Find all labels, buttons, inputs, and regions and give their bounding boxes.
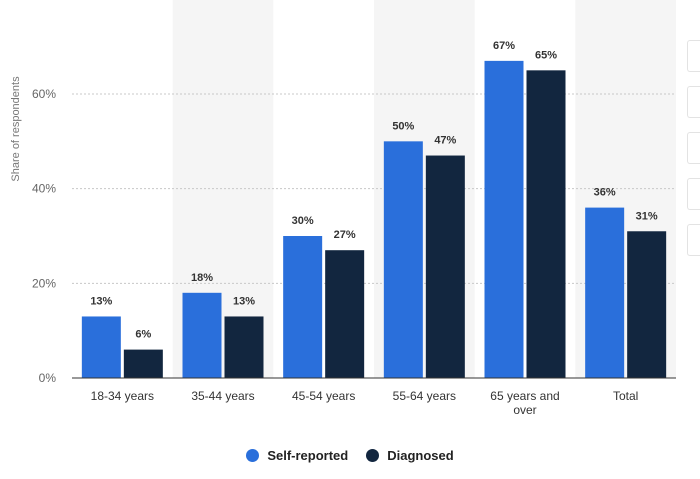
legend-item-diagnosed[interactable]: Diagnosed <box>366 448 454 463</box>
legend-marker-self-reported <box>246 449 260 462</box>
y-tick-label: 0% <box>39 371 57 385</box>
data-label: 13% <box>233 295 255 307</box>
x-category-label: 65 years and <box>490 389 559 403</box>
data-label: 30% <box>292 215 314 227</box>
side-toolbar-tab-2[interactable] <box>687 86 700 118</box>
y-axis-ticks: 0% 20% 40% 60% <box>32 87 56 385</box>
legend: Self-reported Diagnosed <box>0 448 700 463</box>
data-label: 50% <box>392 120 414 132</box>
bar-self-reported[interactable] <box>182 292 222 378</box>
data-label: 36% <box>594 187 616 199</box>
data-label: 18% <box>191 272 213 284</box>
legend-label-self-reported: Self-reported <box>267 448 349 463</box>
data-label: 31% <box>636 210 658 222</box>
data-label: 47% <box>434 135 456 147</box>
x-category-label: 55-64 years <box>393 389 456 403</box>
side-toolbar-tab-4[interactable] <box>687 178 700 210</box>
bar-diagnosed[interactable] <box>627 231 667 378</box>
side-toolbar-tab-1[interactable] <box>687 40 700 72</box>
y-tick-label: 60% <box>32 87 56 101</box>
bar-diagnosed[interactable] <box>325 250 365 378</box>
legend-marker-diagnosed <box>366 449 380 462</box>
bar-self-reported[interactable] <box>283 236 323 378</box>
x-category-label: over <box>513 403 536 417</box>
legend-label-diagnosed: Diagnosed <box>387 448 454 463</box>
side-toolbar-tab-3[interactable] <box>687 132 700 164</box>
bars <box>81 60 667 378</box>
data-label: 6% <box>135 329 151 341</box>
x-axis-categories: 18-34 years 35-44 years 45-54 years 55-64 y… <box>91 389 639 417</box>
gridlines <box>72 93 676 284</box>
bar-self-reported[interactable] <box>484 60 524 378</box>
data-label: 65% <box>535 49 557 61</box>
bar-diagnosed[interactable] <box>224 316 264 378</box>
chart: 13% 6% 18% 13% 30% 27% 50% 47% 67% 65% 36% 31% 0% 20… <box>10 39 676 417</box>
bar-self-reported[interactable] <box>383 141 423 378</box>
x-category-label: 35-44 years <box>191 389 254 403</box>
data-labels: 13% 6% 18% 13% 30% 27% 50% 47% 67% 65% 36% 31% <box>90 40 658 341</box>
y-axis-title: Share of respondents <box>10 76 22 182</box>
side-toolbar-tab-5[interactable] <box>687 224 700 256</box>
y-tick-label: 40% <box>32 182 56 196</box>
legend-item-self-reported[interactable]: Self-reported <box>246 448 348 463</box>
data-label: 67% <box>493 40 515 52</box>
bar-diagnosed[interactable] <box>526 70 566 378</box>
bar-diagnosed[interactable] <box>123 349 163 378</box>
data-label: 27% <box>334 229 356 241</box>
y-tick-label: 20% <box>32 276 56 290</box>
bar-self-reported[interactable] <box>585 207 625 378</box>
bar-self-reported[interactable] <box>81 316 121 378</box>
data-label: 13% <box>90 295 112 307</box>
x-category-label: Total <box>613 389 638 403</box>
x-category-label: 45-54 years <box>292 389 355 403</box>
bar-diagnosed[interactable] <box>425 155 465 378</box>
x-category-label: 18-34 years <box>91 389 154 403</box>
